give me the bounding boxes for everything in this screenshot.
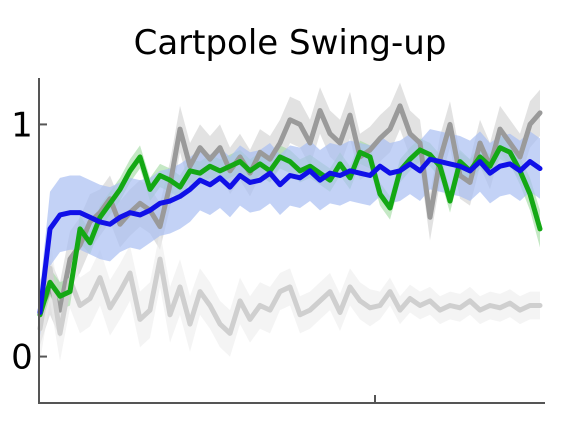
series-3-line — [37, 145, 543, 318]
y-tick-label-0: 0 — [11, 338, 33, 378]
series-lines — [37, 103, 543, 336]
series-4-band — [40, 129, 540, 336]
chart-title: Cartpole Swing-up — [134, 23, 447, 63]
series-2-band — [40, 231, 540, 362]
confidence-bands — [40, 82, 540, 362]
series-2-line — [37, 256, 543, 336]
y-tick-label-1: 1 — [11, 105, 33, 145]
axis-ticks: 01 — [11, 105, 376, 403]
series-4-line — [37, 156, 543, 315]
series-1-line — [37, 103, 543, 315]
axes — [38, 78, 545, 404]
